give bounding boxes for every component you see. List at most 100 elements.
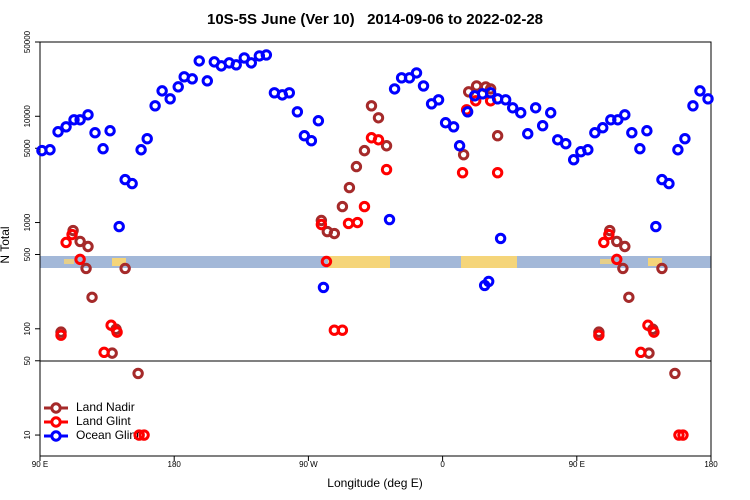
x-tick-label: 90 E <box>569 460 585 469</box>
point <box>656 262 668 275</box>
point <box>623 291 635 303</box>
point <box>44 144 56 156</box>
point <box>702 93 714 105</box>
point <box>358 200 371 213</box>
point <box>484 87 497 99</box>
point <box>315 214 328 227</box>
point <box>383 213 396 226</box>
point <box>482 275 495 288</box>
point <box>567 154 580 166</box>
y-tick-label: 50000 <box>23 30 32 53</box>
point <box>673 429 685 441</box>
point <box>260 49 273 61</box>
point <box>499 94 512 106</box>
point <box>105 319 117 331</box>
point <box>135 144 147 156</box>
point <box>52 126 64 138</box>
x-tick-label: 180 <box>704 460 718 469</box>
legend-marker <box>50 402 62 414</box>
point <box>457 148 470 161</box>
point <box>619 240 631 253</box>
y-tick-label: 10 <box>23 430 32 439</box>
point <box>74 235 86 248</box>
point <box>365 100 378 112</box>
point <box>351 216 364 229</box>
land-strip <box>328 256 390 268</box>
point <box>589 127 601 139</box>
point <box>491 130 504 142</box>
y-tick-label: 50 <box>23 356 32 365</box>
point <box>89 127 101 139</box>
x-tick-label: 90 W <box>299 460 318 469</box>
point <box>410 67 423 79</box>
point <box>388 83 401 95</box>
point <box>336 200 349 213</box>
point <box>328 227 341 240</box>
point <box>494 232 507 245</box>
legend-label: Land Nadir <box>76 400 135 414</box>
y-tick-label: 10000 <box>23 105 32 128</box>
point <box>515 107 527 119</box>
point <box>484 83 497 95</box>
point <box>663 177 675 190</box>
plot-frame <box>39 41 712 457</box>
point <box>320 255 333 268</box>
point <box>336 324 349 336</box>
point <box>80 262 92 275</box>
x-tick-label: 0 <box>440 460 445 469</box>
point <box>82 109 94 121</box>
point <box>529 102 542 114</box>
point <box>113 220 125 233</box>
point <box>677 429 689 441</box>
point <box>283 87 296 99</box>
point <box>141 133 153 145</box>
point <box>672 144 684 156</box>
point <box>133 429 145 441</box>
point <box>679 133 691 145</box>
point <box>138 429 150 441</box>
point <box>619 109 631 121</box>
point <box>694 85 706 97</box>
point <box>350 160 363 173</box>
point <box>104 125 116 137</box>
point <box>372 134 385 146</box>
point <box>626 127 638 139</box>
land-strip <box>648 258 662 266</box>
point <box>119 262 131 275</box>
point <box>687 100 699 112</box>
point <box>417 80 430 92</box>
point <box>545 107 557 119</box>
point <box>522 128 534 140</box>
point <box>156 85 168 97</box>
point <box>650 220 662 233</box>
land-strip <box>64 259 74 264</box>
legend-marker <box>50 430 62 442</box>
point <box>68 114 80 126</box>
point <box>305 134 318 147</box>
point <box>97 143 109 155</box>
point <box>582 144 594 156</box>
chart-title: 10S-5S June (Ver 10) 2014-09-06 to 2022-… <box>207 11 543 28</box>
x-axis-label: Longitude (deg E) <box>327 476 422 490</box>
point <box>230 59 242 71</box>
point <box>74 253 86 266</box>
point <box>60 121 72 133</box>
point <box>603 228 615 241</box>
point <box>612 114 624 126</box>
y-tick-label: 500 <box>23 247 32 261</box>
y-tick-label: 1000 <box>23 213 32 231</box>
point <box>86 291 98 303</box>
point <box>491 166 504 179</box>
point <box>634 143 646 155</box>
map-strip <box>40 256 711 268</box>
point <box>343 181 356 194</box>
point <box>132 367 144 380</box>
point <box>432 94 445 106</box>
point <box>55 329 67 341</box>
point <box>453 140 466 152</box>
point <box>447 121 460 133</box>
y-axis-label: N Total <box>0 226 12 263</box>
y-tick-label: 100 <box>23 322 32 336</box>
